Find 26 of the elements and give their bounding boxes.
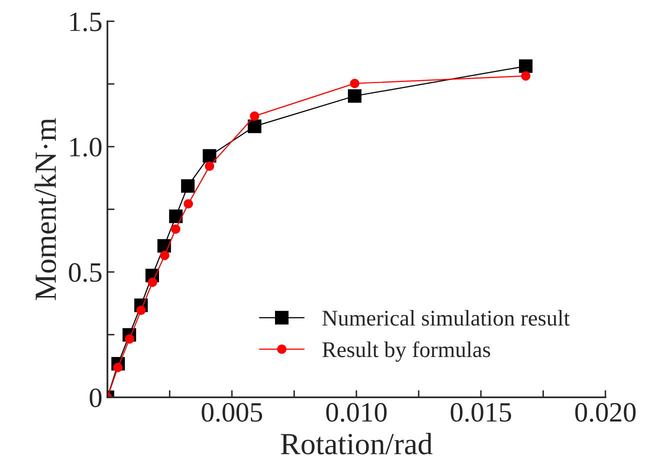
- point: [350, 78, 360, 88]
- y-tick-label: 0: [90, 388, 102, 408]
- point: [348, 89, 362, 103]
- y-axis-title: Moment/kN·m: [34, 118, 56, 300]
- point: [521, 71, 530, 81]
- y-tick-label: 1.5: [70, 12, 102, 32]
- y-tick-label: 1.0: [70, 138, 102, 157]
- point: [181, 179, 195, 193]
- point: [184, 199, 194, 208]
- point: [169, 210, 183, 224]
- point: [204, 161, 214, 171]
- point: [160, 250, 170, 260]
- x-tick-label: 0.005: [202, 402, 262, 422]
- legend-label: Result by formulas: [322, 341, 490, 362]
- legend-label: Numerical simulation result: [322, 310, 570, 326]
- x-tick-label: 0.015: [450, 402, 512, 422]
- point: [248, 120, 262, 134]
- point: [250, 111, 260, 121]
- x-axis-title: Rotation/rad: [280, 432, 432, 454]
- point: [518, 59, 533, 73]
- x-tick-label: 0.010: [326, 402, 387, 422]
- y-tick-label: 0.5: [68, 263, 102, 282]
- x-tick-label: 0.020: [575, 402, 636, 422]
- point: [148, 278, 158, 287]
- point: [170, 224, 180, 234]
- point: [202, 149, 216, 163]
